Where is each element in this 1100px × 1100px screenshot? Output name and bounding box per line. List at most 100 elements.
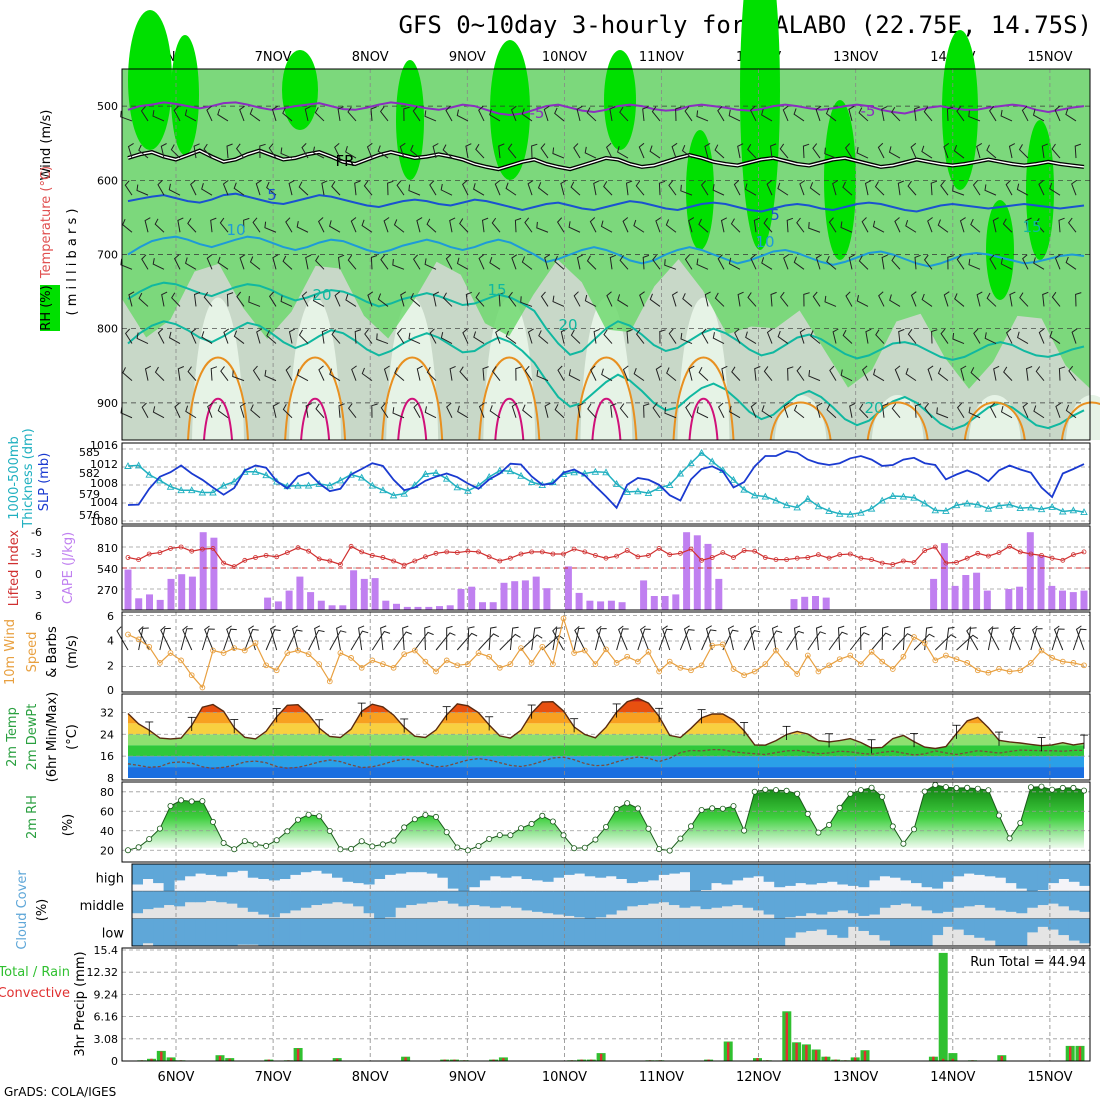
thickness-tick-label: 585	[79, 446, 100, 459]
cloud-bar	[1016, 891, 1028, 914]
wind-barb	[440, 183, 453, 196]
cape-bar	[414, 606, 422, 610]
wind-barb	[288, 180, 295, 196]
wind-barb	[793, 256, 805, 270]
surface-wind-barb	[662, 625, 671, 651]
wind-speed-point	[411, 647, 418, 654]
lifted-index-tick-label: -6	[31, 526, 42, 539]
cape-bar	[135, 598, 143, 610]
wind-barb	[671, 291, 678, 307]
wind-barb	[829, 365, 837, 381]
slp-line	[127, 450, 1085, 510]
rh2m-point	[1049, 786, 1056, 793]
surface-wind-barb	[881, 626, 889, 651]
lifted-index-point	[1081, 549, 1087, 555]
wind-speed-point	[443, 657, 450, 664]
cape-bar	[264, 597, 272, 610]
cloud-bar	[953, 864, 965, 877]
lifted-index-point	[391, 558, 397, 564]
cloud-bar	[521, 891, 533, 911]
cloud-bar	[700, 891, 712, 910]
thickness-point	[612, 479, 621, 487]
cloud-bar	[953, 891, 965, 908]
wind-barb	[684, 254, 693, 270]
wind-barb	[777, 330, 789, 344]
cloud-bar	[542, 891, 554, 914]
wind-barb	[888, 146, 901, 159]
lifted-index-point	[720, 550, 726, 555]
wind-barb	[573, 291, 581, 307]
rh2m-point	[953, 785, 960, 792]
wind-barb	[449, 217, 456, 233]
wind-barb	[318, 365, 325, 381]
wind-barb	[832, 328, 839, 344]
lifted-index-point	[784, 557, 789, 562]
wind-speed-point	[826, 662, 832, 669]
wind-barb	[570, 329, 581, 344]
wind-barb	[239, 254, 246, 270]
surface-wind-barb	[414, 631, 434, 651]
surface-wind-barb	[701, 629, 717, 651]
top-date-label: 9NOV	[449, 50, 486, 65]
surface-wind-barb	[722, 629, 739, 651]
cloud-bar	[1005, 891, 1017, 912]
lifted-index-point	[221, 560, 227, 566]
rh2m-point	[688, 823, 695, 830]
wind-barb	[940, 180, 949, 196]
wind-barb	[606, 291, 613, 307]
wind-barb	[1018, 144, 1029, 159]
cloud-bar	[279, 918, 291, 946]
wind-speed-point	[847, 652, 854, 659]
wind-barb	[387, 180, 394, 196]
precip-total-bar	[938, 952, 948, 1061]
wind10m-axis-label-3: & Barbs	[45, 626, 60, 678]
cloud-bar	[658, 918, 670, 946]
precip-convective-bar	[942, 1058, 945, 1061]
thickness-point	[198, 488, 207, 496]
rh-saturated-patch	[128, 10, 172, 150]
precip-convective-bar	[502, 1058, 505, 1061]
wind-barb	[626, 329, 633, 344]
wind-barb	[649, 293, 661, 307]
surface-wind-barb	[902, 626, 911, 651]
surface-wind-barb	[793, 625, 801, 651]
wind-barb	[138, 144, 149, 159]
rh-dry-plume	[677, 297, 730, 440]
cloud-bar	[174, 918, 186, 946]
wind-barb	[810, 330, 821, 344]
cloud-bar	[1068, 918, 1080, 941]
rh2m-point	[964, 784, 971, 791]
wind-barb	[927, 217, 933, 233]
lifted-index-line	[127, 545, 1085, 568]
wind-speed-point	[433, 668, 439, 675]
lifted-index-point	[242, 557, 248, 563]
cloud-bar	[595, 891, 607, 918]
wind-barb	[842, 329, 853, 344]
wind-barb	[793, 108, 805, 122]
wind-barb	[478, 105, 485, 122]
cloud-bar	[1047, 918, 1059, 930]
lifted-index-point	[762, 555, 768, 560]
wind-barb	[416, 217, 423, 233]
wind-barb	[605, 142, 613, 159]
wind-barb	[393, 219, 405, 233]
wind-barb	[524, 217, 533, 233]
cloud-bar	[416, 891, 428, 904]
wind-barb	[825, 107, 837, 122]
wind-barb	[803, 292, 810, 307]
wind-barb	[1065, 256, 1077, 270]
cloud-bar	[911, 918, 922, 946]
cape-bar	[328, 605, 336, 610]
thickness-point	[931, 506, 940, 514]
wind-barb	[728, 257, 741, 270]
wind-barb	[712, 184, 725, 196]
wind-speed-point	[263, 662, 269, 669]
wind-barb	[266, 181, 277, 196]
lifted-index-point	[954, 560, 959, 565]
temp2m-axis-label-4: (°C)	[65, 724, 80, 750]
cloud-bar	[163, 918, 175, 946]
wind-barb	[190, 328, 197, 344]
wind-barb	[881, 254, 888, 270]
cloud-bar	[868, 864, 880, 881]
